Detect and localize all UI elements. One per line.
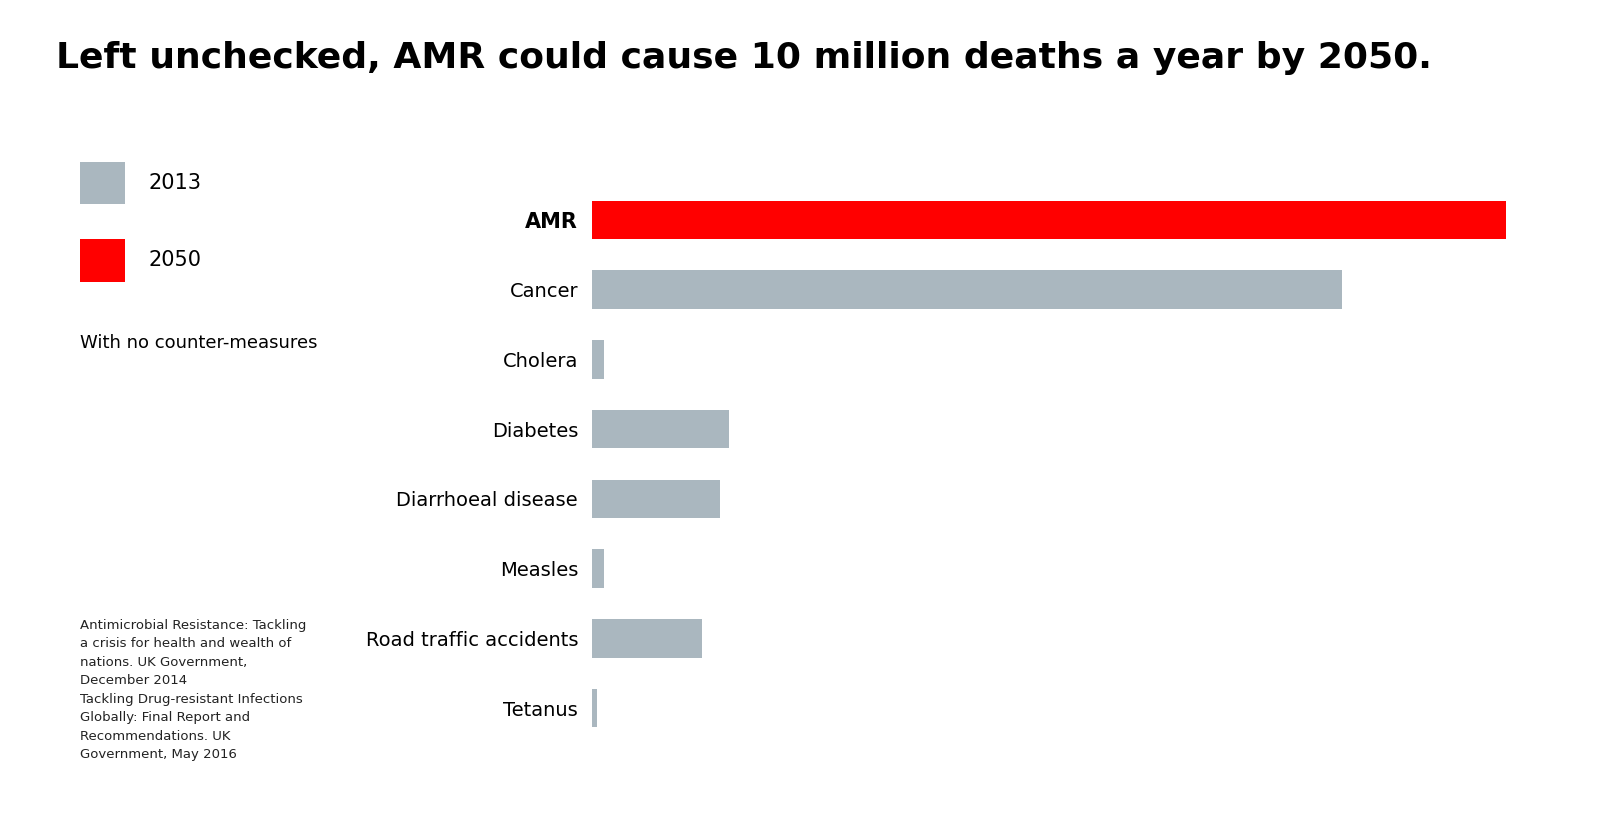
Bar: [592, 689, 597, 728]
Bar: [592, 200, 656, 239]
Bar: [592, 549, 603, 588]
Bar: [592, 340, 603, 379]
Text: With no counter-measures: With no counter-measures: [80, 334, 317, 352]
Bar: [592, 410, 730, 449]
Text: 2013: 2013: [149, 173, 202, 193]
Bar: [592, 200, 1506, 239]
Bar: [592, 270, 1342, 309]
Bar: [592, 619, 702, 658]
Text: 2050: 2050: [149, 251, 202, 270]
Text: Antimicrobial Resistance: Tackling
a crisis for health and wealth of
nations. UK: Antimicrobial Resistance: Tackling a cri…: [80, 619, 306, 761]
Bar: [592, 479, 720, 518]
Text: Left unchecked, AMR could cause 10 million deaths a year by 2050.: Left unchecked, AMR could cause 10 milli…: [56, 41, 1432, 75]
